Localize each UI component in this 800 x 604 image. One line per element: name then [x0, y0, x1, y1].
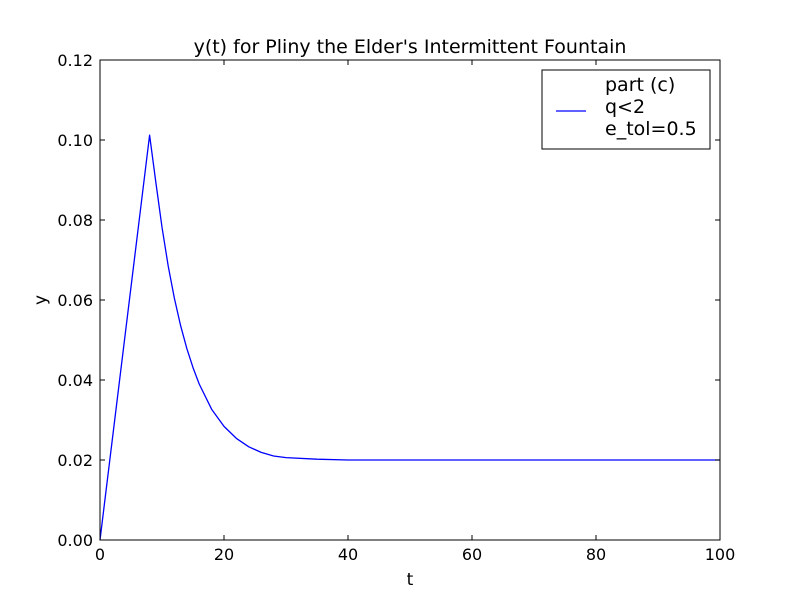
- y-axis-label: y: [31, 295, 51, 305]
- legend-entry-line: q<2: [605, 96, 645, 118]
- x-tick-label: 40: [338, 545, 358, 564]
- y-tick-label: 0.06: [57, 291, 93, 310]
- legend-entry-line: part (c): [605, 74, 675, 96]
- y-tick-label: 0.02: [57, 451, 93, 470]
- y-tick-label: 0.10: [57, 131, 93, 150]
- y-tick-label: 0.00: [57, 531, 93, 550]
- chart-title: y(t) for Pliny the Elder's Intermittent …: [194, 36, 627, 58]
- x-tick-label: 80: [586, 545, 606, 564]
- y-tick-label: 0.12: [57, 51, 93, 70]
- y-tick-label: 0.04: [57, 371, 93, 390]
- y-tick-label: 0.08: [57, 211, 93, 230]
- x-tick-label: 0: [95, 545, 105, 564]
- plot-area: 0 20 40 60 80 100 0.00 0.02 0.04 0.06 0.08 0.10 0.12…: [57, 51, 735, 564]
- x-tick-label: 60: [462, 545, 482, 564]
- x-tick-label: 20: [214, 545, 234, 564]
- x-axis-label: t: [407, 570, 414, 590]
- series-line: [99, 134, 720, 541]
- legend-box: [541, 69, 711, 150]
- x-tick-label: 100: [705, 545, 736, 564]
- legend-entry-line: e_tol=0.5: [605, 118, 697, 140]
